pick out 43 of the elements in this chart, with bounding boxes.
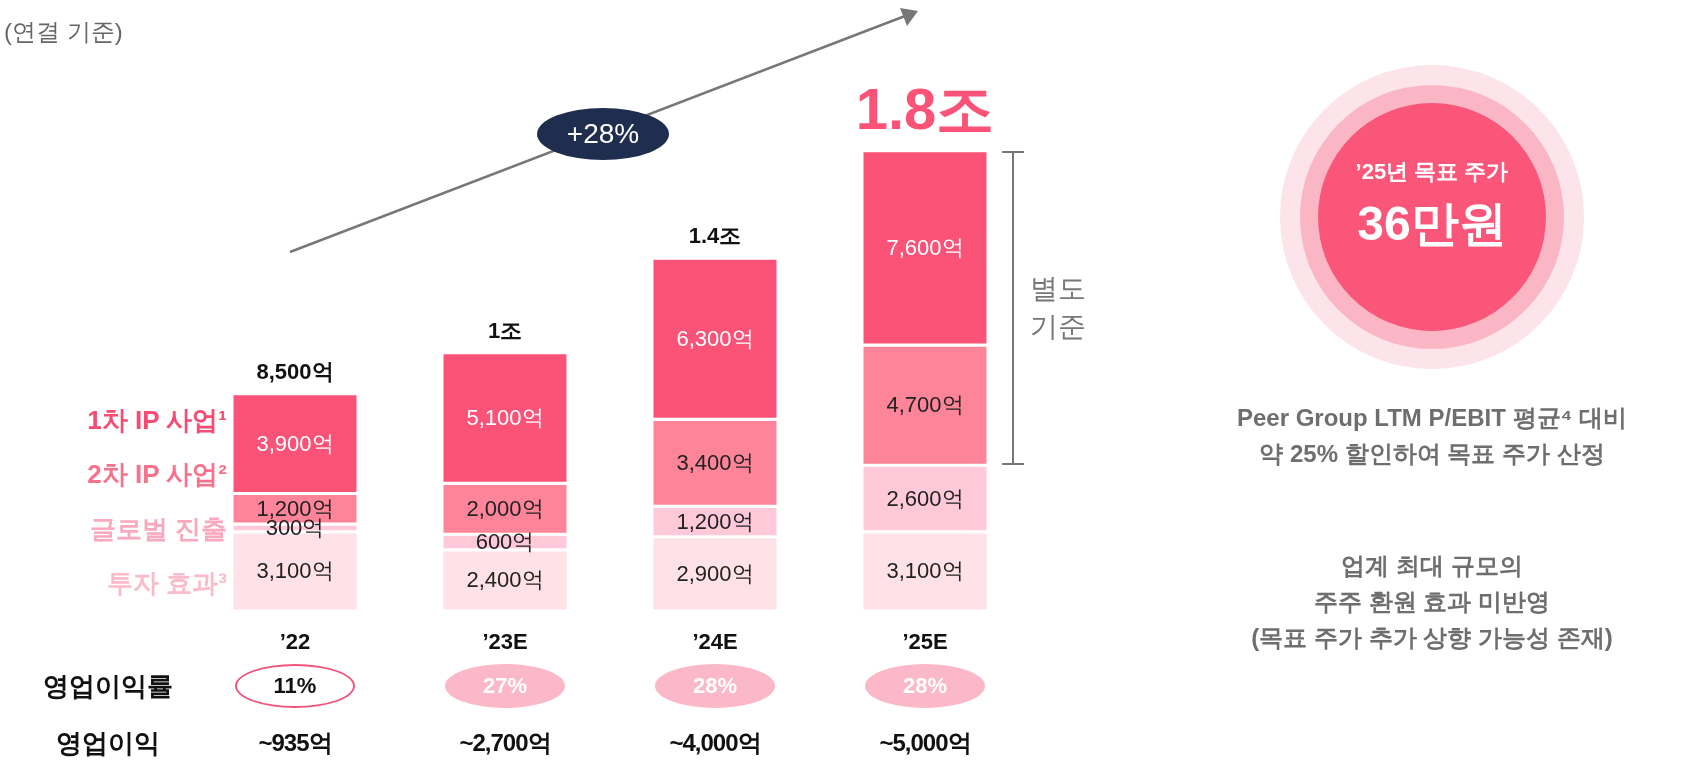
annotation: 별도 기준 <box>1030 272 1086 345</box>
text: +28% <box>537 108 669 160</box>
data-label: 2,600억 <box>886 485 964 511</box>
data-label: 600억 <box>475 528 535 554</box>
series-label: 1차 IP 사업¹ <box>87 404 227 435</box>
text: ~935억 <box>257 728 333 758</box>
text: 영업이익률 <box>42 670 174 703</box>
text: 36만원 <box>1356 196 1508 252</box>
text: 28% <box>655 664 775 708</box>
text: Peer Group LTM P/EBIT 평균⁴ 대비 약 25% 할인하여 목표 주가 산정 <box>1235 403 1629 469</box>
data-label: 2,400억 <box>466 567 544 593</box>
data-label: 5,100억 <box>466 404 544 430</box>
annotation: 8,500억 <box>256 358 334 384</box>
data-label: 7,600억 <box>886 234 964 260</box>
data-label: 1,200억 <box>676 508 754 534</box>
text: 27% <box>445 664 565 708</box>
data-label: 2,000억 <box>466 495 544 521</box>
data-label: 4,700억 <box>886 392 964 418</box>
text: ~2,700억 <box>458 728 552 758</box>
data-label: 3,100억 <box>256 558 334 584</box>
annotation: 1.8조 <box>855 75 995 141</box>
series-label: 2차 IP 사업² <box>87 459 228 490</box>
x-tick-label: ’22 <box>279 628 311 654</box>
chart-subtitle: (연결 기준) <box>4 17 123 47</box>
data-label: 3,100억 <box>886 558 964 584</box>
x-tick-label: ’23E <box>482 628 528 654</box>
x-tick-label: ’25E <box>902 628 948 654</box>
series-label: 글로벌 진출 <box>89 513 227 544</box>
text: 영업이익 <box>55 727 161 760</box>
data-label: 3,900억 <box>256 430 334 456</box>
annotation: 1.4조 <box>688 223 742 249</box>
x-tick-label: ’24E <box>692 628 738 654</box>
text: 28% <box>865 664 985 708</box>
text: ~4,000억 <box>668 728 762 758</box>
text: 11% <box>235 664 355 708</box>
text: 업계 최대 규모의 주주 환원 효과 미반영 (목표 주가 추가 상향 가능성 존재) <box>1250 551 1614 653</box>
text: ~5,000억 <box>878 728 972 758</box>
series-label: 투자 효과³ <box>107 567 228 598</box>
text: ’25년 목표 주가 <box>1354 158 1510 186</box>
annotation: 1조 <box>487 317 523 343</box>
data-label: 2,900억 <box>676 560 754 586</box>
data-label: 6,300억 <box>676 325 754 351</box>
data-label: 3,400억 <box>676 449 754 475</box>
